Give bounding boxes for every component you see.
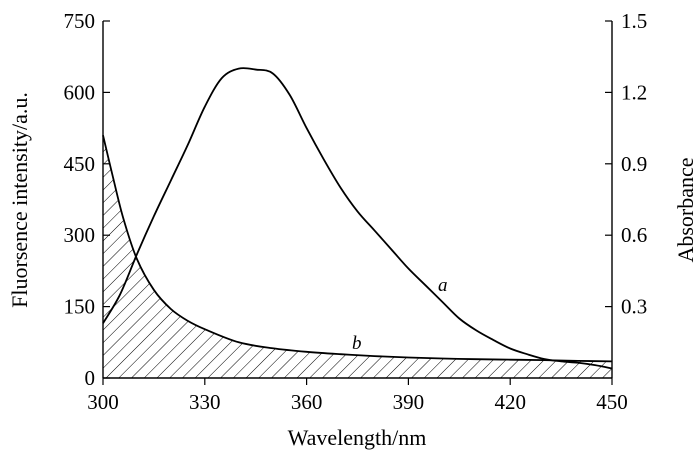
x-tick-label: 450 — [596, 390, 628, 414]
x-tick-label: 420 — [494, 390, 526, 414]
right-y-tick-label: 0.9 — [621, 152, 647, 176]
right-y-tick-label: 0.3 — [621, 295, 647, 319]
series-b-filled-area — [103, 135, 612, 378]
left-y-tick-label: 450 — [64, 152, 96, 176]
series-b-line — [102, 135, 613, 363]
right-y-tick-label: 1.2 — [621, 80, 647, 104]
left-y-tick-label: 300 — [64, 223, 96, 247]
x-tick-label: 360 — [291, 390, 323, 414]
series-b-area — [103, 135, 612, 378]
right-y-axis-title: Absorbance — [673, 157, 698, 262]
right-y-tick-label: 1.5 — [621, 9, 647, 33]
x-axis-title: Wavelength/nm — [288, 425, 427, 450]
x-tick-label: 390 — [393, 390, 425, 414]
series-b-label: b — [352, 333, 362, 354]
labels: Wavelength/nm Fluorsence intensity/a.u. … — [7, 92, 698, 450]
series-a-label: a — [438, 275, 448, 296]
left-y-axis-title: Fluorsence intensity/a.u. — [7, 92, 32, 308]
left-y-tick-label: 150 — [64, 295, 96, 319]
ticks: 300 330 360 390 420 450 0 150 300 450 600 750 0.3 0.6… — [64, 9, 648, 414]
left-y-tick-label: 750 — [64, 9, 96, 33]
axes — [102, 21, 613, 379]
x-tick-label: 300 — [87, 390, 119, 414]
right-y-tick-label: 0.6 — [621, 223, 647, 247]
series-a-line — [102, 67, 613, 370]
left-y-tick-label: 600 — [64, 80, 96, 104]
x-tick-label: 330 — [189, 390, 221, 414]
series-lines — [102, 67, 613, 370]
left-y-tick-label: 0 — [85, 366, 96, 390]
